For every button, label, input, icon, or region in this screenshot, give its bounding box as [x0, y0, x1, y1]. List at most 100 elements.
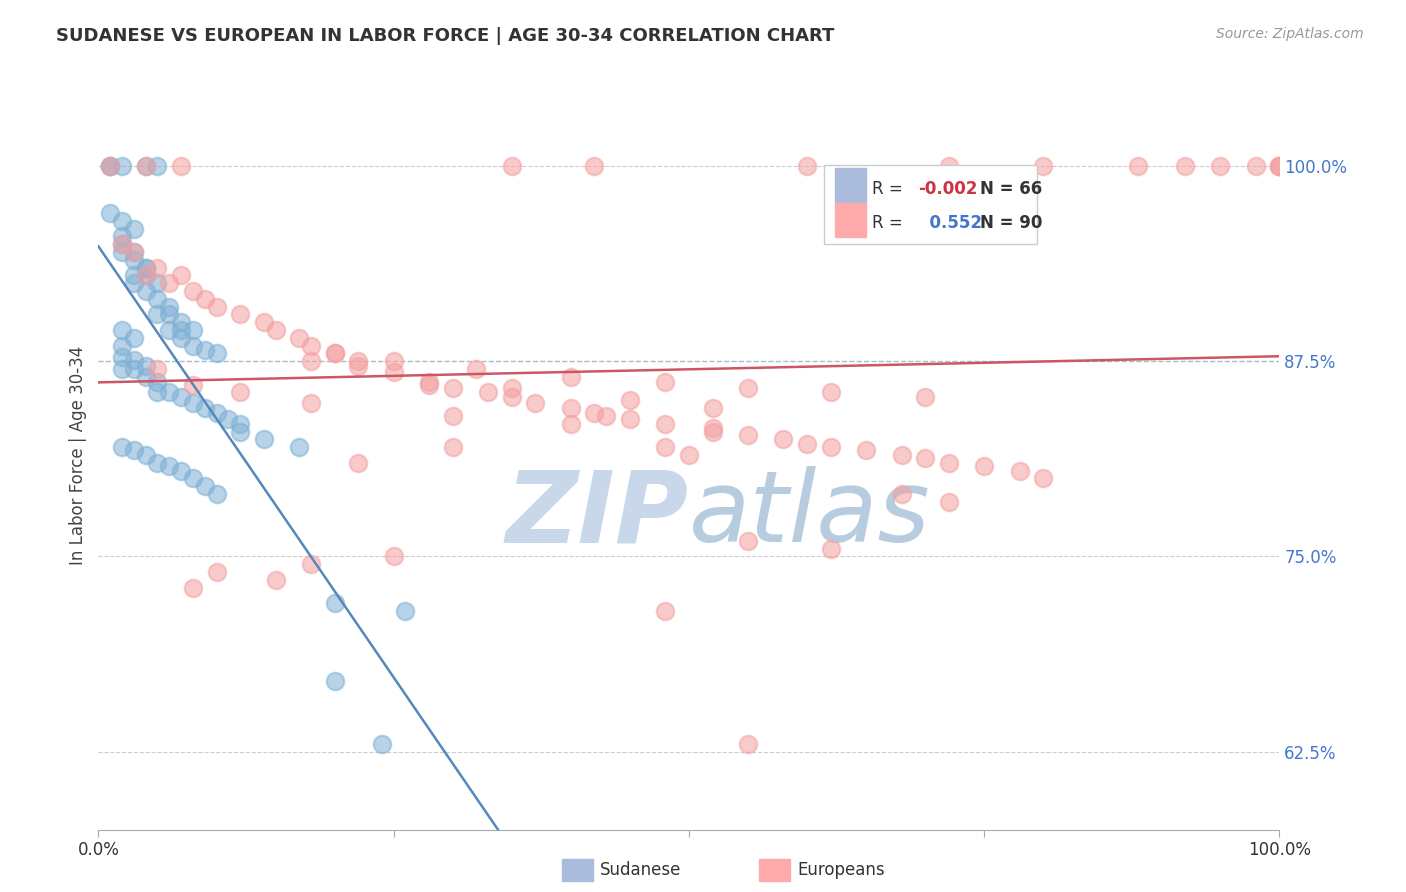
Point [146, 159, 169, 173]
Text: Europeans: Europeans [797, 861, 884, 880]
Point [323, 596, 346, 610]
Point [973, 458, 995, 473]
Text: -0.002: -0.002 [918, 180, 977, 198]
Point [181, 339, 204, 353]
Point [181, 581, 204, 595]
Point [1268, 159, 1291, 173]
Point [253, 315, 276, 329]
Point [1032, 159, 1054, 173]
Point [583, 159, 606, 173]
Point [702, 421, 724, 435]
Point [264, 573, 287, 587]
Point [205, 346, 228, 360]
Point [146, 277, 169, 291]
Point [1209, 159, 1232, 173]
Point [394, 604, 416, 618]
Point [135, 359, 157, 373]
Point [111, 440, 134, 454]
Point [135, 370, 157, 384]
Point [122, 221, 145, 235]
Point [737, 381, 759, 395]
Point [98, 159, 121, 173]
Point [938, 494, 960, 508]
Point [122, 244, 145, 259]
Point [229, 425, 252, 439]
Point [477, 385, 499, 400]
Text: R =: R = [872, 180, 908, 198]
Point [146, 375, 169, 389]
Point [1008, 464, 1031, 478]
Point [299, 354, 322, 368]
Point [146, 260, 169, 275]
Point [111, 323, 134, 337]
Point [135, 260, 157, 275]
Point [217, 412, 239, 426]
Point [135, 268, 157, 283]
Point [181, 471, 204, 485]
Point [347, 354, 370, 368]
Point [524, 396, 547, 410]
Point [157, 277, 180, 291]
Point [157, 385, 180, 400]
Point [382, 365, 405, 379]
Point [205, 487, 228, 501]
Point [111, 350, 134, 364]
Point [98, 159, 121, 173]
Point [146, 385, 169, 400]
Point [205, 300, 228, 314]
Point [654, 440, 676, 454]
Point [441, 409, 464, 423]
Point [170, 331, 193, 345]
Point [122, 244, 145, 259]
Point [181, 323, 204, 337]
Point [702, 401, 724, 416]
Point [347, 359, 370, 373]
Point [914, 390, 936, 404]
Point [170, 268, 193, 283]
Point [890, 487, 912, 501]
Point [382, 354, 405, 368]
Text: atlas: atlas [689, 467, 931, 564]
Point [1126, 159, 1149, 173]
Point [323, 346, 346, 360]
Point [465, 362, 488, 376]
Point [194, 401, 217, 416]
Point [560, 370, 582, 384]
Point [146, 292, 169, 306]
Point [619, 393, 641, 408]
Point [205, 565, 228, 579]
Point [772, 433, 794, 447]
Point [135, 268, 157, 283]
Point [181, 396, 204, 410]
Point [560, 401, 582, 416]
Point [820, 541, 842, 556]
Point [288, 331, 311, 345]
Point [371, 737, 394, 751]
Point [181, 377, 204, 392]
Point [914, 451, 936, 466]
Point [111, 229, 134, 244]
Point [229, 307, 252, 322]
Point [323, 346, 346, 360]
Point [654, 417, 676, 431]
Point [441, 440, 464, 454]
Point [146, 362, 169, 376]
Point [501, 159, 523, 173]
Point [702, 425, 724, 439]
Point [796, 159, 818, 173]
Point [135, 284, 157, 298]
Point [583, 406, 606, 420]
Y-axis label: In Labor Force | Age 30-34: In Labor Force | Age 30-34 [69, 345, 87, 565]
Point [418, 377, 440, 392]
Point [855, 443, 877, 458]
Point [820, 440, 842, 454]
Point [890, 448, 912, 462]
Point [135, 159, 157, 173]
Point [229, 417, 252, 431]
Point [194, 479, 217, 493]
Point [170, 159, 193, 173]
Point [170, 323, 193, 337]
Point [98, 206, 121, 220]
Text: R =: R = [872, 214, 908, 232]
Point [418, 375, 440, 389]
